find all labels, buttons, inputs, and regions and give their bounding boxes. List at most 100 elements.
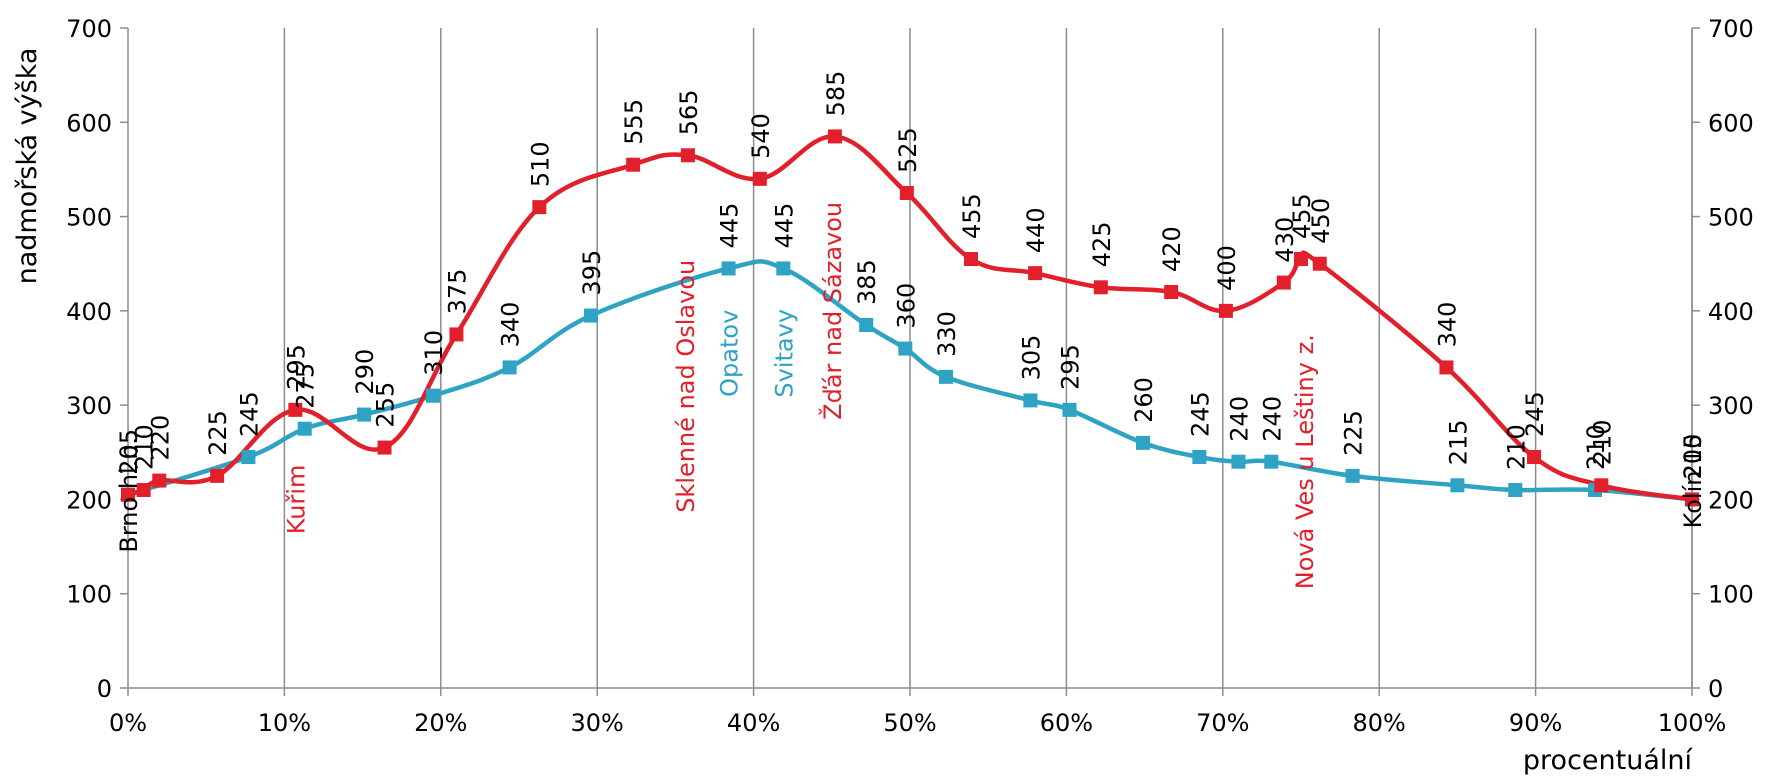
data-label: 525 — [894, 127, 922, 173]
data-point — [502, 360, 517, 375]
data-label: 340 — [1433, 302, 1461, 348]
data-point — [288, 402, 303, 417]
x-tick-label: 30% — [571, 709, 624, 737]
y-tick-label-left: 300 — [66, 392, 112, 420]
data-label: 255 — [371, 382, 399, 428]
data-label: 395 — [578, 250, 606, 296]
data-label: 385 — [853, 259, 881, 305]
x-tick-label: 90% — [1509, 709, 1562, 737]
data-point — [1264, 454, 1279, 469]
data-label: 445 — [770, 203, 798, 249]
x-tick-label: 10% — [258, 709, 311, 737]
data-label: 225 — [1340, 410, 1368, 456]
data-label: 210 — [1502, 424, 1530, 470]
x-tick-label: 80% — [1353, 709, 1406, 737]
data-label: 210 — [131, 424, 159, 470]
data-label: 400 — [1213, 245, 1241, 291]
place-label: Sklenné nad Oslavou — [672, 260, 700, 513]
data-point — [583, 308, 598, 323]
series-lines — [127, 134, 1693, 502]
data-label: 430 — [1271, 217, 1299, 263]
data-point — [859, 318, 874, 332]
data-point — [1062, 402, 1077, 417]
data-label: 210 — [1588, 419, 1616, 465]
data-point — [136, 483, 151, 497]
data-label: 225 — [204, 410, 232, 456]
data-label: 360 — [892, 283, 920, 329]
data-point — [1685, 492, 1699, 507]
data-label: 455 — [1288, 193, 1316, 239]
data-point — [1594, 478, 1609, 493]
data-point — [898, 341, 913, 356]
place-label: Nová Ves u Leštiny z. — [1291, 334, 1319, 589]
data-label: 585 — [822, 71, 850, 117]
data-point — [1192, 450, 1207, 464]
place-label: Kolín — [1679, 471, 1707, 529]
data-label: 440 — [1022, 207, 1050, 253]
data-point — [752, 171, 767, 186]
data-label: 245 — [1186, 391, 1214, 437]
data-point — [1527, 450, 1542, 464]
series-line-1 — [127, 259, 1693, 502]
place-labels: Brno hl.n. Kuřim Sklenné nad Oslavou Opatov… — [115, 202, 1707, 589]
x-tick-label: 60% — [1040, 709, 1093, 737]
data-label: 245 — [1521, 391, 1549, 437]
data-point — [1136, 435, 1151, 450]
y-tick-label-left: 600 — [66, 109, 112, 137]
y-tick-label-right: 700 — [1708, 15, 1754, 43]
data-point — [357, 407, 372, 422]
data-label: 220 — [146, 415, 174, 461]
data-label: 555 — [620, 99, 648, 145]
gridlines — [283, 28, 1693, 688]
data-point — [1345, 468, 1360, 483]
y-tick-label-left: 100 — [66, 581, 112, 609]
x-tick-label: 50% — [883, 709, 936, 737]
data-point — [963, 252, 978, 266]
data-label: 240 — [1258, 396, 1286, 442]
data-point — [626, 157, 641, 172]
y-tick-label-right: 0 — [1708, 675, 1723, 703]
place-label: Brno hl.n. — [115, 437, 143, 553]
data-point — [1508, 483, 1523, 497]
data-label: 260 — [1130, 377, 1158, 423]
data-point — [1294, 252, 1308, 266]
data-point — [377, 440, 392, 455]
data-point — [1218, 303, 1233, 318]
data-label: 340 — [497, 302, 525, 348]
place-label: Opatov — [716, 310, 744, 397]
data-point — [1450, 478, 1465, 493]
y-tick-label-left: 500 — [66, 204, 112, 232]
y-tick-label-right: 400 — [1708, 298, 1754, 326]
data-label: 565 — [675, 89, 703, 135]
place-label: Svitavy — [770, 309, 798, 398]
data-label: 215 — [1444, 419, 1472, 465]
data-point — [1023, 393, 1038, 408]
data-point — [1312, 256, 1327, 271]
data-point — [680, 148, 695, 163]
data-point — [241, 450, 256, 464]
data-label: 240 — [1225, 396, 1253, 442]
x-tick-label: 70% — [1196, 709, 1249, 737]
series-markers — [121, 129, 1699, 507]
data-point — [532, 200, 547, 215]
data-label: 540 — [747, 113, 775, 159]
x-tick-label: 40% — [727, 709, 780, 737]
data-point — [721, 261, 736, 276]
data-label: 295 — [282, 344, 310, 390]
data-point — [210, 468, 225, 483]
data-label: 245 — [235, 391, 263, 437]
data-label: 330 — [933, 311, 961, 357]
data-point — [1276, 275, 1291, 290]
data-label: 455 — [958, 193, 986, 239]
data-label: 295 — [1057, 344, 1085, 390]
data-label: 200 — [1679, 434, 1707, 480]
y-tick-label-left: 400 — [66, 298, 112, 326]
y-axis-title: nadmořská výška — [12, 48, 43, 285]
data-label: 210 — [1582, 424, 1610, 470]
data-point — [1028, 266, 1043, 281]
data-point — [449, 327, 464, 342]
data-point — [425, 388, 440, 403]
data-point — [827, 129, 842, 144]
data-label: 215 — [1679, 434, 1707, 480]
